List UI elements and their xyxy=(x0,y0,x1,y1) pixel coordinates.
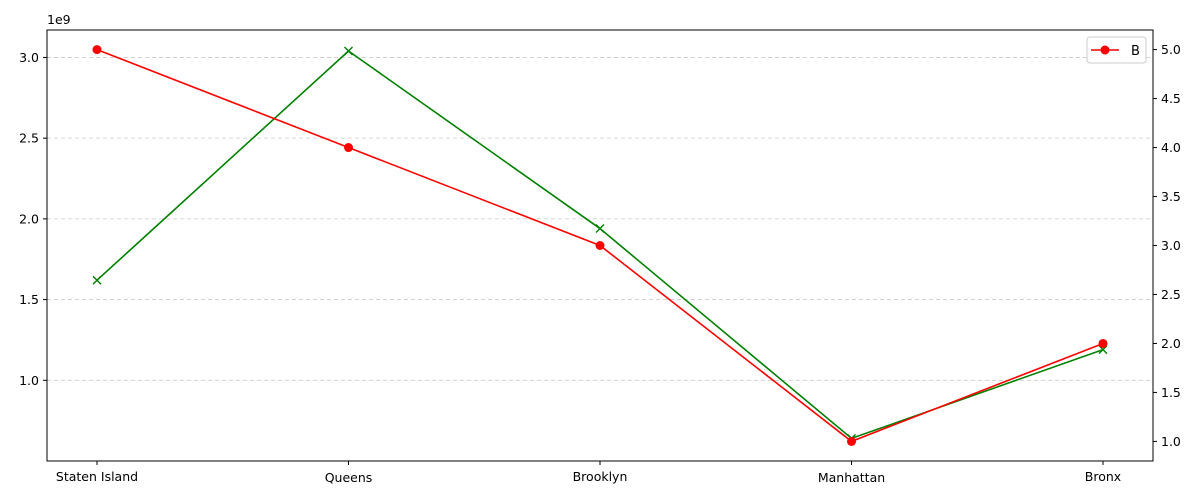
right-tick-label: 1.0 xyxy=(1161,434,1181,449)
data-point xyxy=(344,46,353,56)
data-point xyxy=(847,436,856,446)
data-point xyxy=(344,143,353,153)
marker-stroke xyxy=(344,46,353,56)
grid xyxy=(47,57,1153,381)
right-tick-label: 5.0 xyxy=(1161,42,1181,57)
x-tick-label: Bronx xyxy=(1085,469,1121,484)
left-tick-label: 1.0 xyxy=(19,373,39,388)
left-axis: 1.0 1.5 2.0 2.5 3.0 xyxy=(19,50,47,388)
left-tick-label: 2.0 xyxy=(19,211,39,226)
right-tick-label: 3.0 xyxy=(1161,238,1181,253)
data-point xyxy=(595,241,605,250)
data-point xyxy=(1098,338,1108,348)
left-tick-label: 1.5 xyxy=(19,292,39,307)
right-tick-label: 2.0 xyxy=(1161,336,1181,351)
right-tick-label: 4.0 xyxy=(1161,140,1181,155)
left-tick-label: 3.0 xyxy=(19,50,39,65)
x-tick-label: Brooklyn xyxy=(573,469,628,484)
left-tick-label: 2.5 xyxy=(19,131,39,146)
right-axis: 1.0 1.5 2.0 2.5 3.0 3.5 4.0 4.5 5.0 xyxy=(1153,42,1181,449)
series-layer xyxy=(92,45,1108,446)
right-tick-label: 3.5 xyxy=(1161,189,1181,204)
legend: B xyxy=(1086,36,1147,64)
data-point xyxy=(92,275,102,285)
x-tick-label: Manhattan xyxy=(818,470,885,485)
data-point xyxy=(92,45,102,55)
legend-label: B xyxy=(1131,44,1140,59)
x-tick-label: Queens xyxy=(325,470,373,485)
marker-stroke xyxy=(595,224,605,234)
legend-marker xyxy=(1100,45,1110,55)
offset-label: 1e9 xyxy=(47,12,71,27)
right-tick-label: 2.5 xyxy=(1161,287,1181,302)
x-axis: Staten Island Queens Brooklyn Manhattan Bron… xyxy=(56,461,1121,485)
right-tick-label: 4.5 xyxy=(1161,91,1181,106)
data-point xyxy=(595,224,605,234)
right-tick-label: 1.5 xyxy=(1161,385,1181,400)
marker-stroke xyxy=(92,275,102,285)
x-tick-label: Staten Island xyxy=(56,469,138,484)
